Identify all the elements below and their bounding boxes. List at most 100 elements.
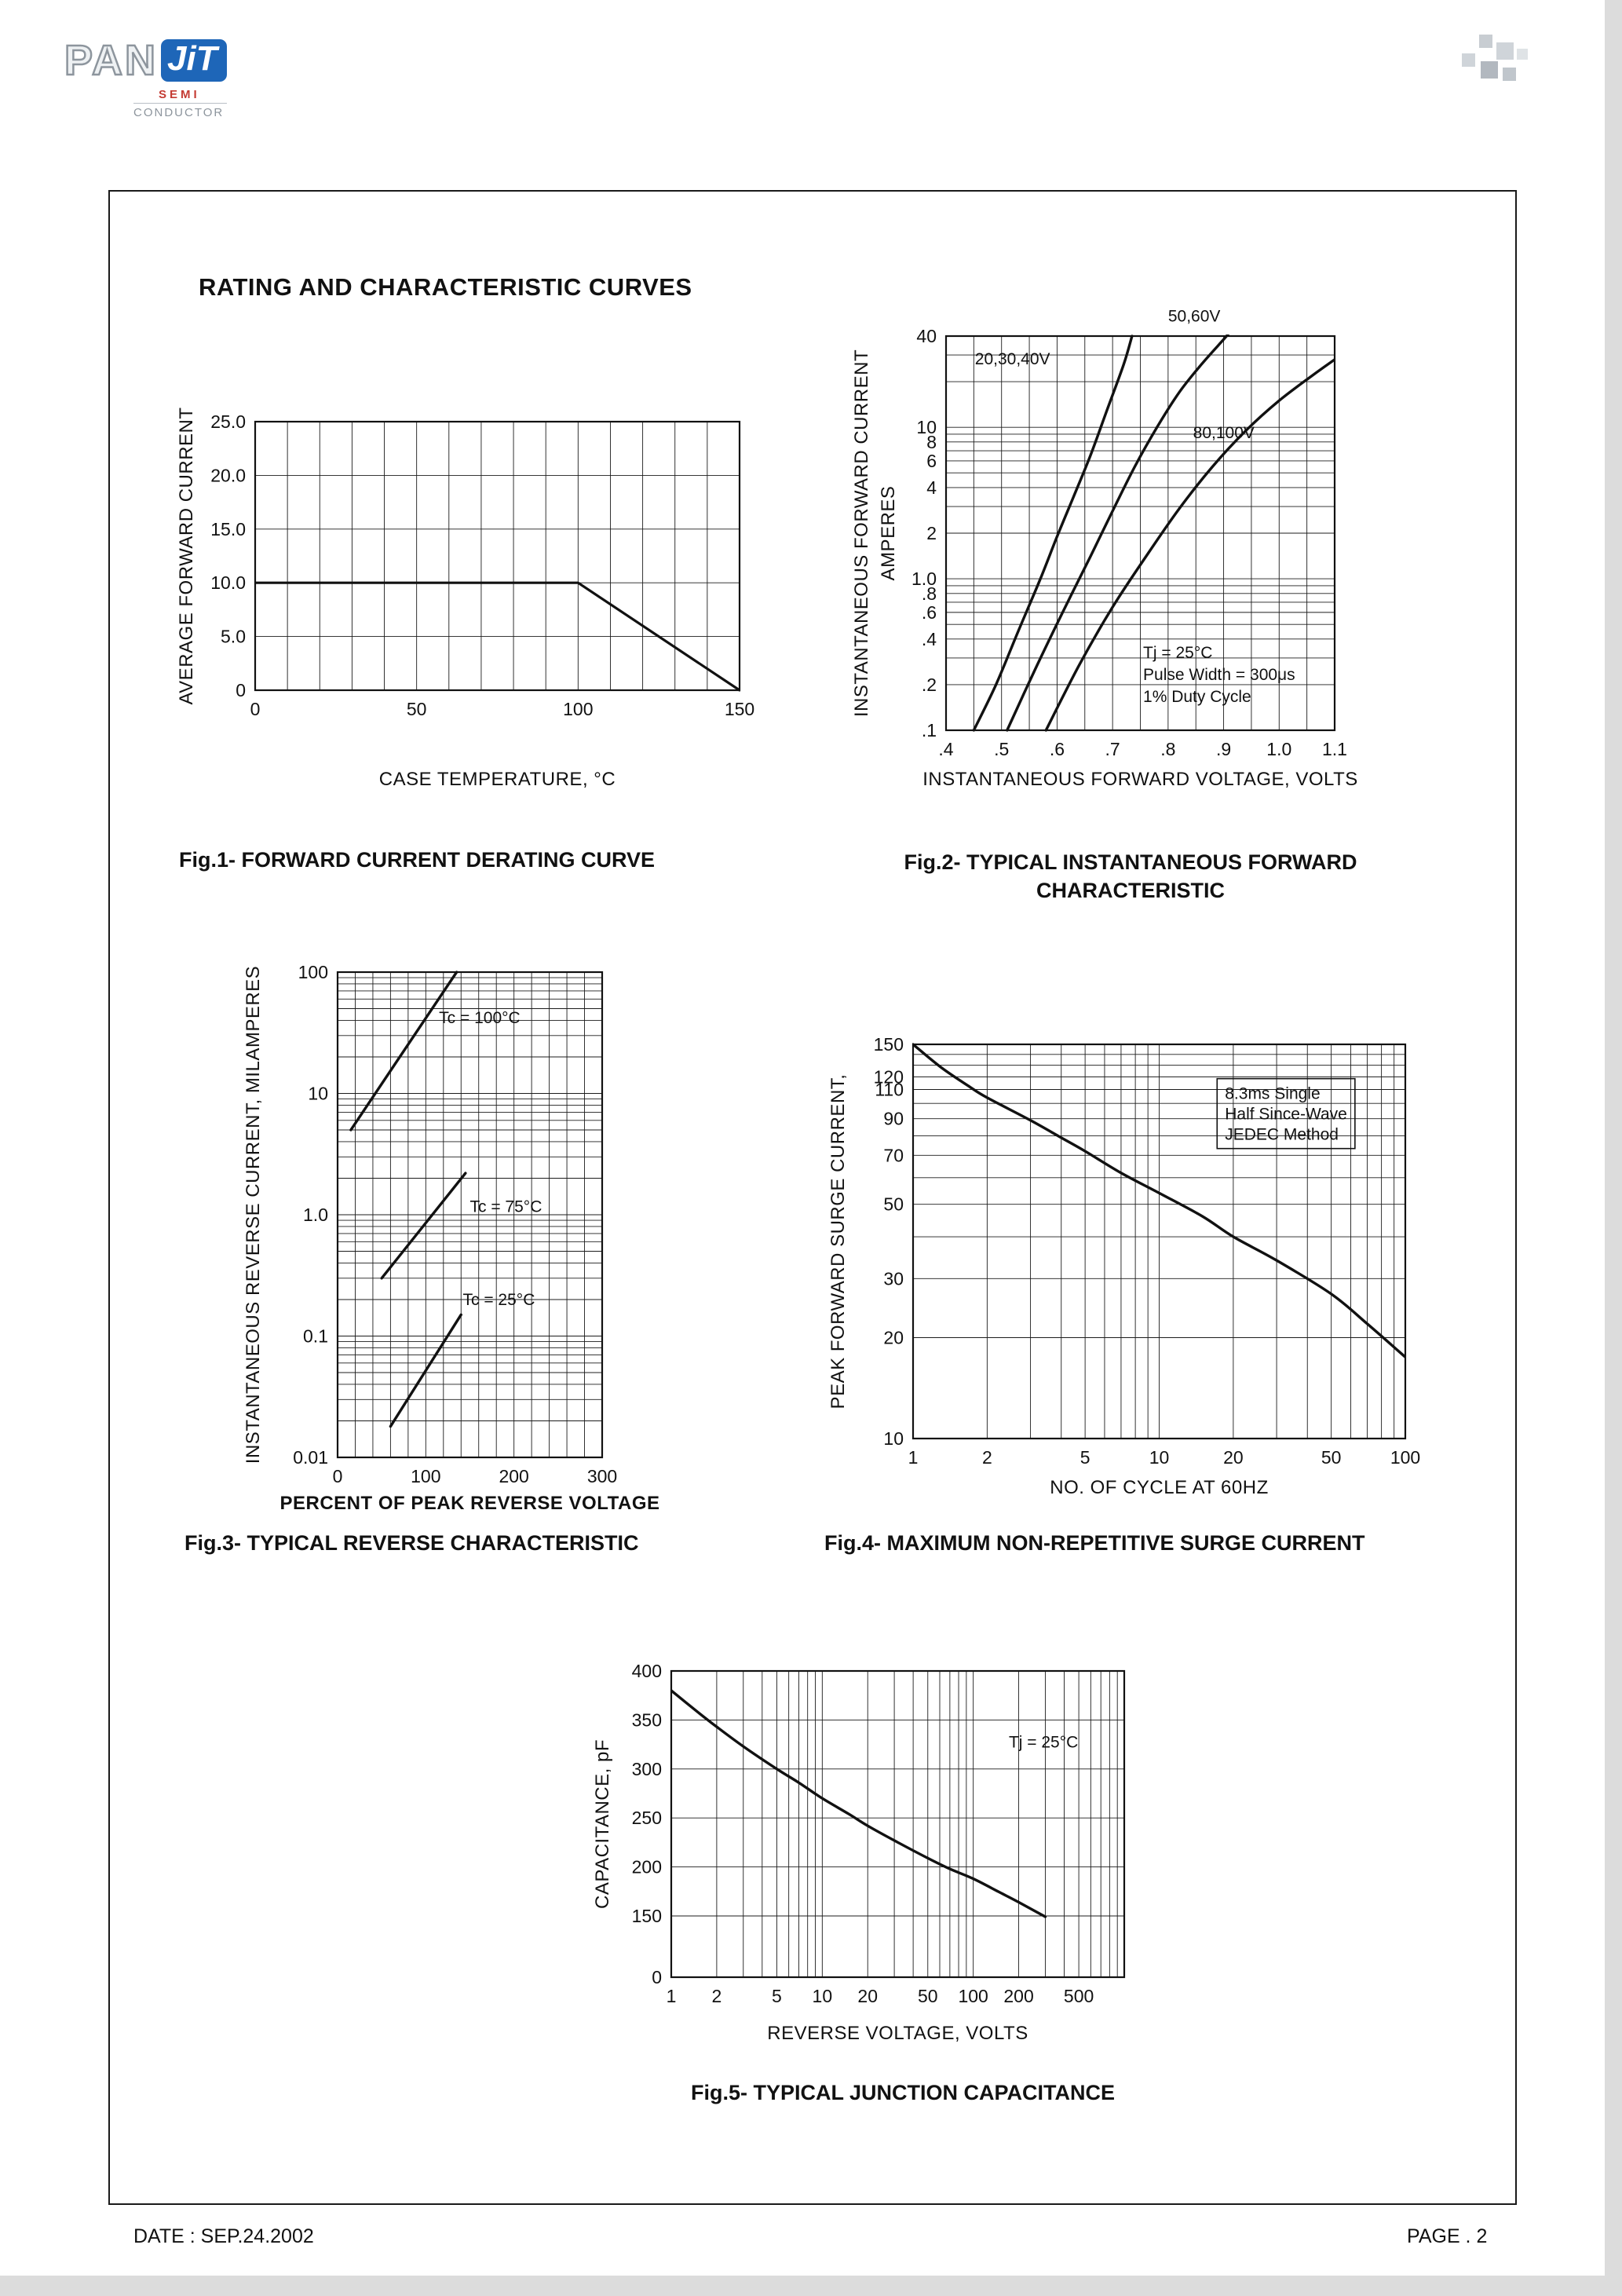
svg-text:INSTANTANEOUS REVERSE CURRENT,: INSTANTANEOUS REVERSE CURRENT, MILAMPERE… [243, 966, 264, 1464]
svg-text:350: 350 [632, 1709, 662, 1730]
svg-text:10: 10 [916, 417, 937, 437]
decoration-square [1496, 42, 1514, 60]
fig4-surge-current-chart: 1 2 5 10 20 50 100 150 120 110 90 70 50 30 20 10 NO. OF … [801, 974, 1570, 1523]
svg-text:0: 0 [236, 680, 246, 700]
logo-jit-badge: JiT [161, 38, 227, 82]
svg-text:150: 150 [874, 1034, 904, 1055]
svg-text:Pulse Width = 300μs: Pulse Width = 300μs [1143, 666, 1295, 684]
svg-text:1.0: 1.0 [911, 569, 937, 589]
svg-text:.6: .6 [922, 602, 937, 623]
svg-text:8: 8 [926, 432, 937, 452]
page-edge-shading-right [1605, 0, 1622, 2296]
svg-text:40: 40 [916, 326, 937, 346]
svg-text:Tj = 25°C: Tj = 25°C [1143, 644, 1212, 662]
svg-text:.1: .1 [922, 720, 937, 740]
svg-text:.4: .4 [922, 629, 937, 649]
logo-conductor-text: CONDUCTOR [133, 103, 227, 119]
svg-text:JEDEC Method: JEDEC Method [1225, 1126, 1339, 1144]
svg-text:100: 100 [958, 1986, 988, 2006]
svg-text:6: 6 [926, 451, 937, 471]
svg-text:5: 5 [1080, 1447, 1090, 1468]
svg-text:10: 10 [883, 1428, 904, 1449]
svg-text:200: 200 [632, 1857, 662, 1877]
svg-text:10.0: 10.0 [210, 572, 246, 593]
svg-text:4: 4 [926, 477, 937, 498]
svg-text:8.3ms Single: 8.3ms Single [1225, 1085, 1320, 1103]
decoration-square [1517, 49, 1528, 60]
svg-text:90: 90 [883, 1109, 904, 1129]
svg-text:CASE TEMPERATURE, °C: CASE TEMPERATURE, °C [379, 769, 616, 790]
svg-text:200: 200 [1003, 1986, 1033, 2006]
svg-text:110: 110 [875, 1079, 904, 1099]
svg-text:300: 300 [587, 1466, 617, 1486]
svg-text:CAPACITANCE, pF: CAPACITANCE, pF [592, 1739, 613, 1909]
svg-text:Tc = 100°C: Tc = 100°C [439, 1009, 521, 1027]
svg-text:Tc = 25°C: Tc = 25°C [463, 1291, 535, 1309]
svg-text:20.0: 20.0 [210, 465, 246, 485]
svg-text:.7: .7 [1105, 739, 1120, 759]
svg-text:PERCENT OF PEAK REVERSE VOLTAG: PERCENT OF PEAK REVERSE VOLTAGE [279, 1493, 659, 1514]
svg-text:2: 2 [926, 523, 937, 543]
fig5-caption: Fig.5- TYPICAL JUNCTION CAPACITANCE [690, 2081, 1115, 2104]
svg-text:Tj = 25°C: Tj = 25°C [1009, 1733, 1078, 1751]
svg-text:50,60V: 50,60V [1168, 307, 1221, 325]
svg-text:400: 400 [632, 1661, 662, 1681]
svg-text:Tc = 75°C: Tc = 75°C [470, 1198, 542, 1216]
svg-text:10: 10 [813, 1986, 833, 2006]
svg-text:REVERSE VOLTAGE, VOLTS: REVERSE VOLTAGE, VOLTS [767, 2023, 1028, 2044]
footer-page-number: PAGE . 2 [1407, 2225, 1488, 2247]
svg-text:5.0: 5.0 [221, 627, 246, 647]
svg-text:Half Since-Wave: Half Since-Wave [1225, 1106, 1347, 1124]
fig2-instantaneous-forward-characteristic-chart: .4.5.6.7.8.9 1.0 1.1 40 10 8 6 4 2 1.0.8.6.4.2.1 I… [832, 283, 1570, 832]
fig5-junction-capacitance-chart: 1 2 5 10 20 50 100 200 500 400 350 300 250 200 150 0 REV… [550, 1602, 1272, 2104]
svg-text:25.0: 25.0 [210, 411, 246, 432]
svg-text:50: 50 [1321, 1447, 1342, 1468]
svg-text:0.01: 0.01 [293, 1447, 328, 1468]
svg-text:50: 50 [407, 699, 427, 719]
svg-text:AMPERES: AMPERES [878, 486, 899, 581]
svg-text:150: 150 [632, 1906, 662, 1926]
svg-text:2: 2 [711, 1986, 721, 2006]
svg-text:20,30,40V: 20,30,40V [975, 350, 1050, 368]
fig2-caption-line2: CHARACTERISTIC [1036, 879, 1225, 903]
svg-text:100: 100 [298, 962, 328, 982]
svg-text:50: 50 [918, 1986, 938, 2006]
svg-text:1.0: 1.0 [1266, 739, 1291, 759]
svg-text:.6: .6 [1050, 739, 1065, 759]
svg-text:20: 20 [857, 1986, 878, 2006]
svg-text:NO. OF CYCLE AT 60HZ: NO. OF CYCLE AT 60HZ [1050, 1477, 1269, 1498]
svg-text:INSTANTANEOUS FORWARD VOLTAGE,: INSTANTANEOUS FORWARD VOLTAGE, VOLTS [922, 769, 1358, 790]
svg-text:200: 200 [499, 1466, 528, 1486]
logo-wordmark: PAN JiT [64, 36, 227, 85]
svg-text:.8: .8 [922, 583, 937, 604]
svg-text:PEAK FORWARD SURGE CURRENT,: PEAK FORWARD SURGE CURRENT, [827, 1074, 849, 1409]
page-title: RATING AND CHARACTERISTIC CURVES [199, 273, 692, 301]
svg-text:.9: .9 [1216, 739, 1231, 759]
footer-date: DATE : SEP.24.2002 [133, 2225, 314, 2247]
svg-text:.2: .2 [922, 675, 937, 695]
decoration-square [1479, 35, 1492, 48]
svg-text:0: 0 [652, 1967, 662, 1987]
fig2-caption-line1: Fig.2- TYPICAL INSTANTANEOUS FORWARD [904, 850, 1357, 874]
fig1-forward-current-derating-chart: 0 50 100 150 25.0 20.0 15.0 10.0 5.0 0 CASE TEMPER… [126, 369, 816, 856]
logo-pan-text: PAN [64, 36, 159, 86]
svg-text:INSTANTANEOUS FORWARD CURRENT: INSTANTANEOUS FORWARD CURRENT [851, 349, 872, 717]
fig3-reverse-characteristic-chart: 0 100 200 300 100 10 1.0 0.1 0.01 PERCENT OF PEAK… [228, 903, 793, 1539]
svg-text:250: 250 [632, 1808, 662, 1828]
svg-text:1% Duty Cycle: 1% Duty Cycle [1143, 688, 1251, 706]
svg-text:.4: .4 [938, 739, 953, 759]
svg-text:1: 1 [908, 1447, 919, 1468]
logo-semi-text: SEMI [159, 88, 200, 101]
fig1-caption: Fig.1- FORWARD CURRENT DERATING CURVE [179, 848, 656, 872]
corner-squares-decoration [1457, 35, 1536, 94]
svg-text:70: 70 [883, 1145, 904, 1165]
decoration-square [1503, 68, 1516, 81]
svg-text:20: 20 [883, 1328, 904, 1348]
svg-text:.5: .5 [994, 739, 1009, 759]
svg-text:80,100V: 80,100V [1193, 424, 1255, 442]
svg-text:AVERAGE FORWARD CURRENT: AVERAGE FORWARD CURRENT [176, 407, 197, 704]
svg-text:300: 300 [632, 1759, 662, 1779]
panjit-logo: PAN JiT SEMI CONDUCTOR [64, 36, 227, 119]
svg-text:.8: .8 [1160, 739, 1175, 759]
